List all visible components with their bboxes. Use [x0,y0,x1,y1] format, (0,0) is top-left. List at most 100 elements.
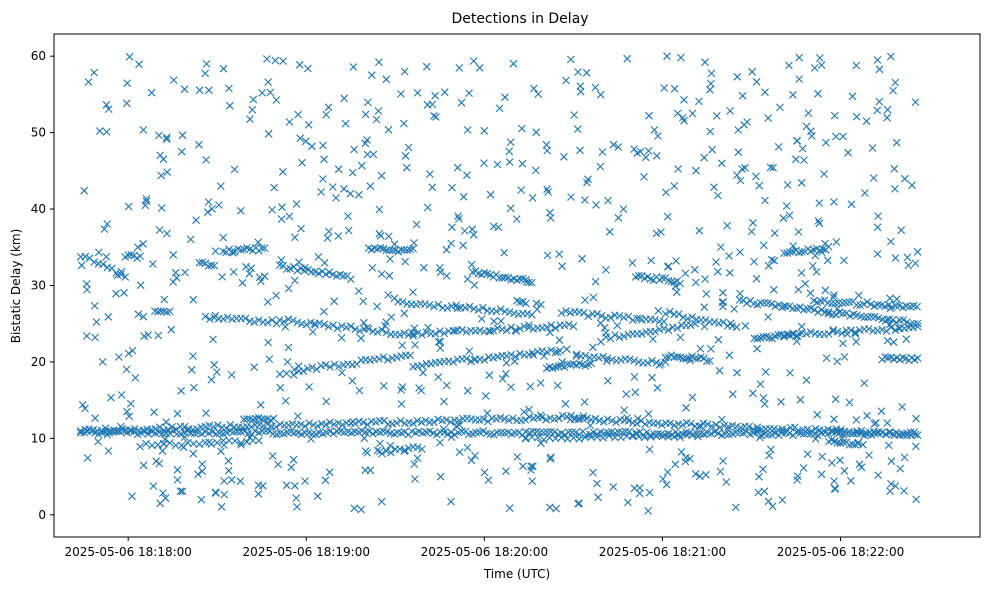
data-point [326,363,334,371]
data-point [504,416,513,425]
data-point [148,260,157,268]
data-point [242,262,250,271]
data-point [447,497,455,506]
data-point [633,419,641,428]
data-point [296,134,305,143]
data-point [435,327,444,335]
data-point [525,321,533,329]
data-point [691,319,699,328]
data-point [330,360,339,369]
data-point [581,296,589,304]
data-point [349,63,358,71]
data-point [671,460,680,469]
data-point [485,371,494,380]
data-point [135,60,143,69]
data-point [245,269,254,278]
data-point [431,91,439,100]
data-point [224,466,233,475]
data-point [322,420,330,429]
data-point [167,325,176,334]
data-point [489,222,498,231]
data-point [330,297,339,306]
data-point [506,138,515,147]
data-point [202,409,210,417]
data-point [560,152,568,161]
data-point [91,414,99,423]
data-point [90,258,98,266]
data-point [697,422,706,430]
data-point [293,412,302,420]
data-point [227,371,236,379]
data-point [324,103,333,112]
data-point [537,300,545,309]
data-point [829,293,838,302]
data-point [620,406,629,414]
data-point [844,148,852,157]
data-point [855,326,864,335]
data-point [398,298,407,306]
data-point [719,457,727,465]
data-point [423,203,432,212]
data-point [207,375,216,384]
x-tick-label: 2025-05-06 18:19:00 [243,545,370,559]
data-point [498,375,507,383]
data-point [688,431,696,440]
data-point [690,265,699,274]
data-point [759,241,768,250]
data-point [246,115,254,124]
data-point [840,256,848,265]
y-tick-label: 40 [31,202,46,216]
data-point [100,225,109,233]
data-point [890,164,899,173]
data-point [436,472,445,481]
data-point [605,227,614,236]
data-point [382,246,391,255]
data-point [82,332,91,340]
data-point [83,454,92,462]
data-point [637,329,646,338]
data-point [425,427,434,435]
data-point [342,323,351,332]
data-point [710,183,718,192]
data-point [663,468,672,476]
data-point [442,245,451,254]
data-point [155,459,164,468]
data-point [376,439,384,448]
data-point [297,420,305,429]
data-point [887,480,895,488]
data-point [873,223,882,232]
data-point [785,61,793,70]
data-point [459,241,467,250]
data-point [311,321,320,329]
data-point [584,312,593,321]
data-point [392,353,401,362]
data-point [285,212,294,221]
data-point [532,128,541,137]
data-point [875,97,884,106]
data-point [136,281,145,290]
data-point [639,431,648,439]
data-point [366,466,375,475]
data-point [494,223,503,232]
data-point [379,382,388,390]
data-point [195,86,204,95]
data-point [619,332,628,341]
data-point [293,503,301,511]
data-point [759,394,768,402]
data-point [462,328,471,336]
data-point [134,243,142,252]
data-point [797,269,806,277]
data-point [736,248,744,256]
data-point [229,268,238,276]
data-point [305,419,314,427]
data-point [113,271,122,280]
data-point [586,421,595,430]
data-point [505,158,514,166]
data-point [608,355,616,364]
data-point [591,277,600,286]
data-point [187,365,196,374]
data-point [651,316,659,324]
data-point [617,356,625,364]
data-point [913,247,922,256]
data-point [598,148,607,156]
